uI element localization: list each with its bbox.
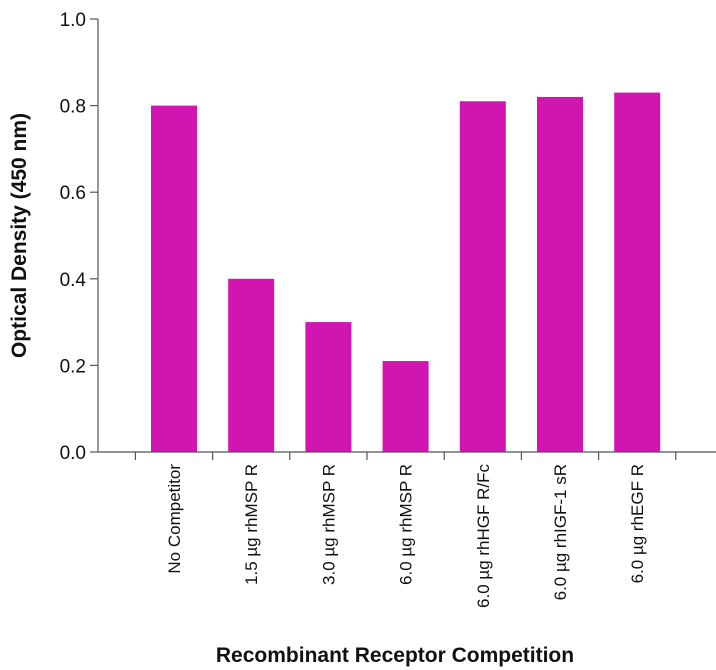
y-tick-label: 0.8: [60, 97, 86, 118]
x-tick-label: 6.0 µg rhEGF R: [628, 464, 647, 583]
axes-group: [97, 19, 716, 453]
x-ticks-group: No Competitor 1.5 µg rhMSP R 3.0 µg rhMSP …: [134, 452, 677, 608]
x-tick-label: 6.0 µg rhIGF-1 sR: [551, 464, 570, 600]
y-tick-label: 1.0: [60, 10, 86, 31]
bar: [614, 92, 661, 453]
bar: [459, 101, 506, 453]
y-ticks-group: 0.0 0.2 0.4 0.6 0.8 1.0: [60, 10, 98, 464]
y-tick-label: 0.6: [60, 183, 86, 204]
bars-group: [151, 92, 661, 453]
x-tick-label: 3.0 µg rhMSP R: [319, 464, 338, 585]
y-tick-label: 0.4: [60, 270, 87, 291]
x-tick-label: 1.5 µg rhMSP R: [242, 464, 261, 585]
x-tick-label: No Competitor: [165, 464, 184, 574]
bar: [305, 322, 352, 452]
bar: [151, 105, 197, 452]
y-tick-label: 0.0: [60, 443, 86, 464]
bar: [537, 96, 583, 452]
x-axis-title: Recombinant Receptor Competition: [216, 644, 574, 667]
bar: [228, 278, 275, 452]
y-axis-title: Optical Density (450 nm): [8, 113, 31, 358]
x-tick-label: 6.0 µg rhHGF R/Fc: [474, 464, 493, 608]
x-tick-label: 6.0 µg rhMSP R: [397, 464, 416, 585]
y-tick-label: 0.2: [60, 356, 86, 377]
bar: [382, 361, 429, 452]
